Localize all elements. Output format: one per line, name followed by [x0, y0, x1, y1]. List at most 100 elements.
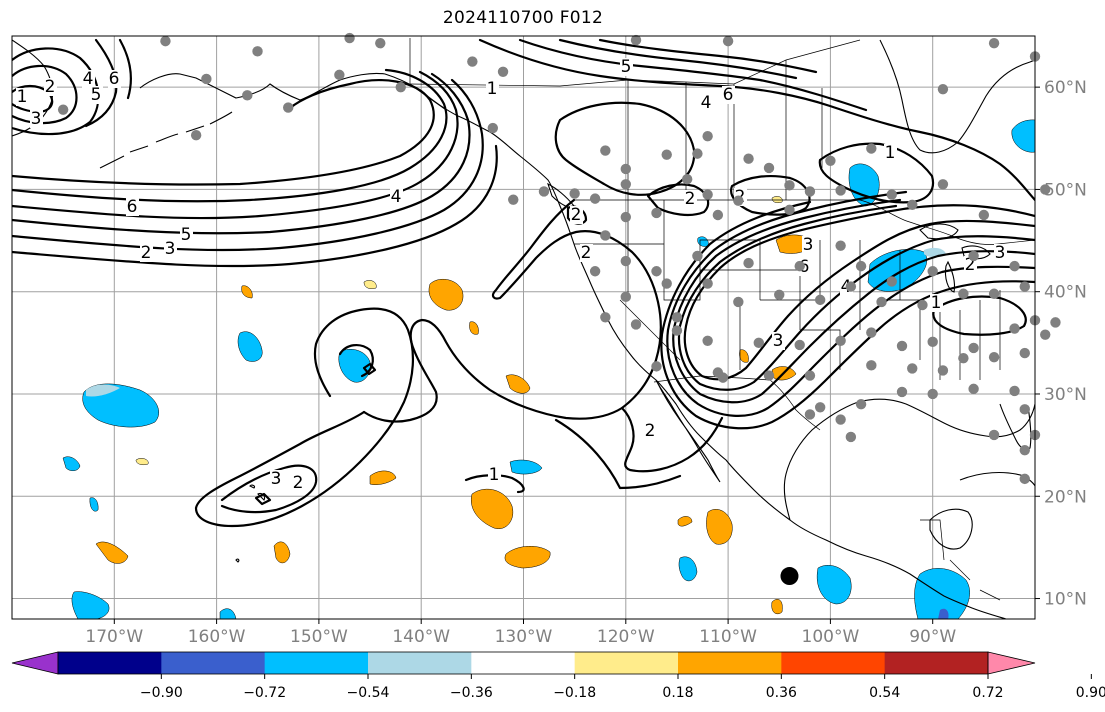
contour-label: 4 [83, 69, 94, 89]
coastline [99, 111, 233, 169]
station-marker [763, 162, 775, 174]
border-central-america [920, 519, 1001, 601]
station-marker [620, 211, 631, 223]
contour-label-bg [722, 86, 735, 104]
contour-label-bg [270, 470, 283, 488]
station-marker [835, 335, 846, 346]
contour-label: 6 [109, 69, 120, 89]
station-marker [804, 370, 816, 381]
station-marker [907, 363, 918, 374]
station-marker [804, 409, 816, 420]
station-marker [814, 402, 826, 413]
colorbar: −0.90 −0.72 −0.54 −0.36 −0.18 0.18 0.36 0.54 0.7… [11, 651, 1105, 701]
lat-tick-label: 30°N [1044, 385, 1087, 405]
station-marker [855, 260, 867, 272]
station-marker [497, 66, 509, 77]
station-marker [589, 193, 601, 204]
station-marker [937, 83, 949, 95]
contour-line [338, 344, 374, 378]
colorbar-extend-low [11, 651, 59, 675]
colorbar-extend-high [987, 651, 1036, 675]
contour-line [464, 474, 525, 494]
contour-line [12, 84, 54, 114]
contour-line [84, 38, 118, 128]
station-marker [988, 351, 1000, 363]
contour-label: 3 [165, 239, 176, 259]
colorbar-segment [574, 652, 679, 674]
station-marker [845, 431, 857, 443]
contour-label: 2 [965, 255, 976, 275]
contour-label-bg [126, 198, 139, 216]
station-marker [620, 291, 631, 303]
station-marker [589, 266, 601, 277]
contour-line [554, 101, 696, 196]
station-marker [600, 312, 611, 323]
contour-line [598, 38, 818, 74]
lon-tick-label: 100°W [802, 627, 860, 647]
station-marker [1040, 184, 1051, 195]
station-marker [988, 288, 1000, 299]
station-marker [538, 186, 550, 197]
station-marker [907, 199, 918, 210]
contour-label-bg [802, 236, 815, 254]
contour-label-bg [994, 244, 1007, 262]
contour-label: 2 [293, 473, 304, 493]
contour-label: 1 [17, 87, 28, 107]
colorbar-tick-label: −0.18 [553, 685, 596, 701]
map-title: 2024110700 F012 [442, 8, 604, 28]
contour-label: 2 [581, 243, 592, 263]
coastlines [12, 39, 1035, 619]
station-marker [866, 360, 877, 371]
contour-line [558, 38, 798, 80]
contour-line [220, 464, 318, 514]
lon-tick-label: 160°W [188, 627, 246, 647]
station-marker [467, 56, 478, 67]
contour-label: 3 [995, 243, 1006, 263]
station-marker [702, 189, 713, 200]
station-marker [968, 383, 979, 395]
station-marker [712, 209, 724, 221]
station-marker [671, 325, 683, 336]
contour-line [478, 38, 1035, 202]
station-marker [651, 361, 662, 372]
station-marker [743, 153, 754, 164]
anomaly-area-positive-weak [135, 458, 149, 466]
station-marker [651, 266, 662, 277]
station-marker [896, 340, 908, 352]
contour-label: 2 [571, 205, 582, 225]
station-marker [835, 414, 846, 425]
contour-line [554, 418, 682, 490]
coastline [879, 39, 1035, 154]
coastline [919, 223, 959, 240]
contour-line [666, 190, 1035, 417]
station-marker [845, 281, 857, 292]
contour-label-bg [16, 88, 29, 106]
station-marker [753, 337, 764, 349]
contour-label-bg [292, 474, 305, 492]
station-marker [569, 188, 580, 199]
contour-label: 3 [31, 109, 42, 129]
anomaly-area-positive-weak [771, 196, 783, 204]
shaded-anomaly-areas [62, 119, 1035, 619]
colorbar-segment [884, 652, 989, 674]
colorbar-tick-label: 0.72 [972, 685, 1003, 701]
contour-line [12, 79, 435, 186]
contour-label: 5 [181, 225, 192, 245]
colorbar-tick-label: 0.54 [869, 685, 900, 701]
station-marker [630, 34, 642, 46]
station-marker [733, 195, 744, 206]
contour-line [12, 70, 459, 220]
station-marker [344, 32, 355, 44]
anomaly-area-positive [241, 285, 253, 299]
centre-marker [780, 567, 799, 586]
station-marker [1009, 385, 1020, 397]
station-marker [395, 81, 406, 93]
contour-label: 3 [773, 331, 784, 351]
anomaly-area-positive [95, 541, 129, 564]
station-marker [1019, 445, 1030, 456]
anomaly-area-negative [338, 349, 371, 383]
colorbar-segment [368, 652, 472, 674]
anomaly-area-negative [914, 568, 970, 619]
contour-line [12, 78, 484, 252]
